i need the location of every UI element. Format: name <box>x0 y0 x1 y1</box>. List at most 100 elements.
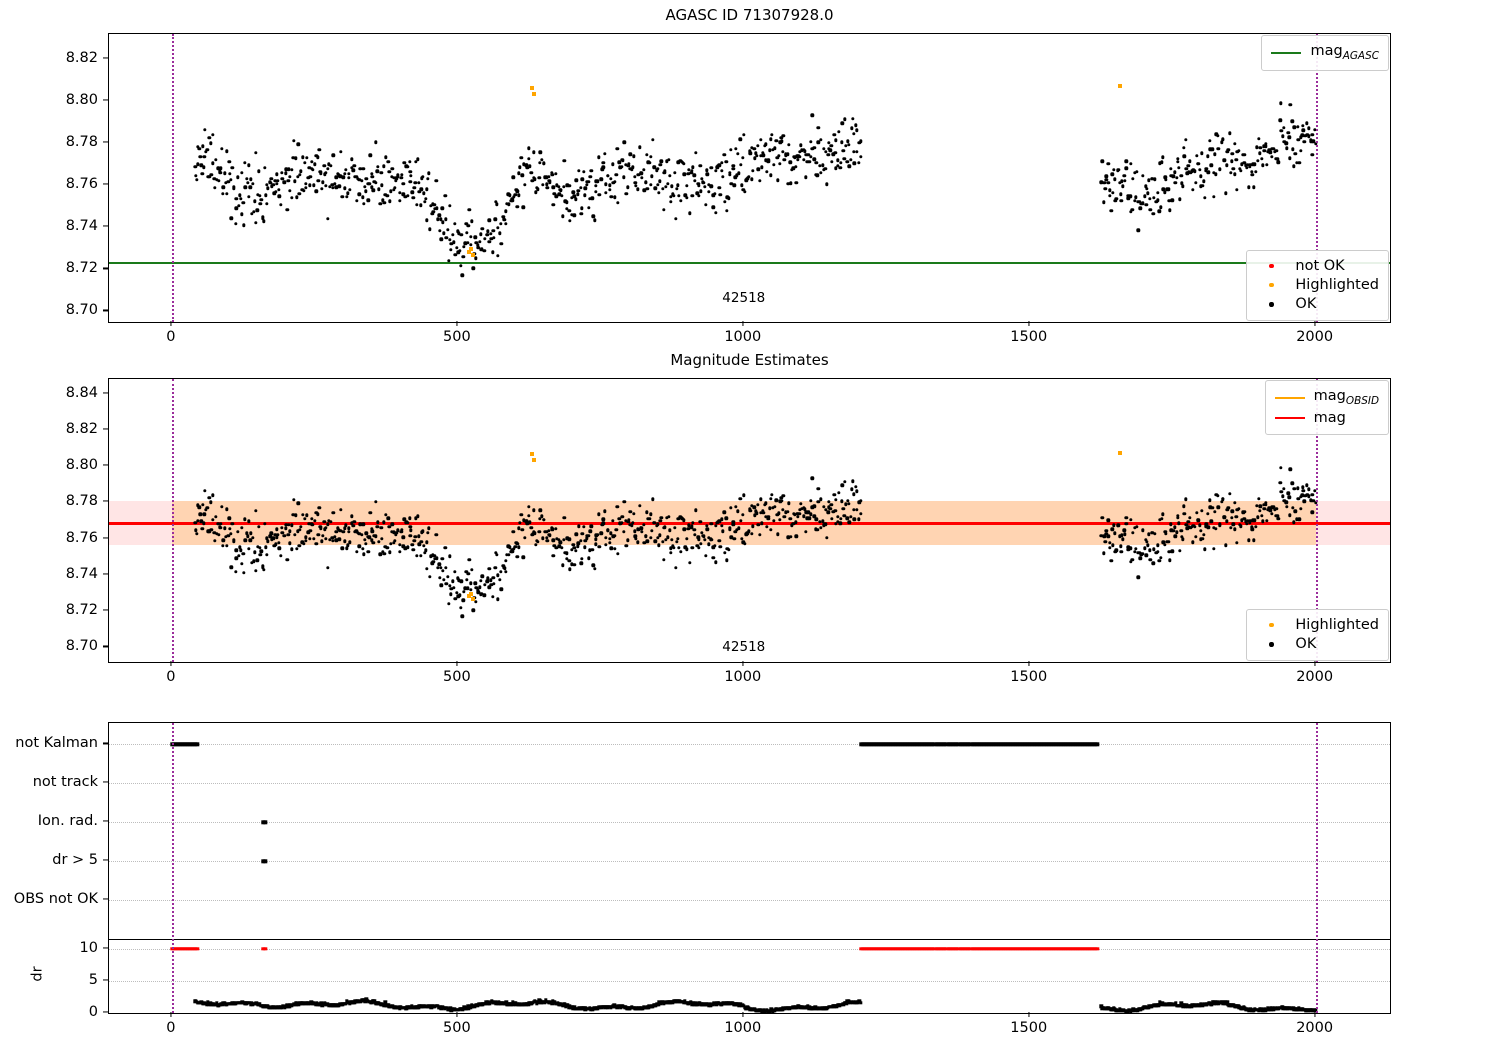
data-point-ok <box>1102 534 1106 539</box>
flag-marker <box>1041 742 1045 747</box>
dr-value-marker <box>806 1003 810 1008</box>
data-point-ok <box>341 530 346 534</box>
data-point-ok <box>1103 539 1108 544</box>
data-point-ok <box>1288 467 1293 472</box>
data-point-ok <box>1113 550 1118 554</box>
grid-line <box>109 1013 1390 1014</box>
data-point-ok <box>1169 522 1173 527</box>
data-point-ok <box>1299 507 1303 511</box>
data-point-ok <box>637 173 641 177</box>
data-point-ok <box>1230 151 1235 156</box>
data-point-ok <box>435 556 439 561</box>
data-point-ok <box>1211 195 1216 199</box>
flag-marker <box>1084 742 1088 747</box>
dr-not-ok-marker <box>922 946 927 951</box>
flag-marker <box>922 742 927 747</box>
legend-subscript: OBSID <box>1345 394 1379 407</box>
y-tick-label: 8.72 <box>65 602 98 619</box>
data-point-ok <box>264 536 269 540</box>
dr-not-ok-marker <box>869 946 873 951</box>
data-point-ok <box>740 183 744 188</box>
data-point-ok <box>756 503 760 507</box>
data-point-ok <box>764 525 769 529</box>
data-point-ok <box>699 542 703 546</box>
data-point-ok <box>804 529 808 534</box>
data-point-ok <box>388 199 392 204</box>
data-point-ok <box>659 159 663 164</box>
data-point-ok <box>256 544 260 549</box>
data-point-ok <box>769 497 773 501</box>
data-point-ok <box>229 216 233 221</box>
data-point-ok <box>322 164 326 168</box>
flag-marker <box>1034 742 1038 747</box>
data-point-ok <box>684 184 689 188</box>
data-point-ok <box>438 576 442 580</box>
data-point-ok <box>197 505 202 510</box>
data-point-ok <box>1281 487 1286 491</box>
dr-not-ok-marker <box>1015 946 1019 951</box>
data-point-ok <box>1194 181 1198 185</box>
data-point-ok <box>658 533 662 537</box>
data-point-ok <box>491 250 495 255</box>
data-point-ok <box>786 535 790 540</box>
flag-marker <box>965 742 970 747</box>
data-point-ok <box>692 173 697 177</box>
data-point-ok <box>587 556 591 560</box>
data-point-ok <box>711 556 715 560</box>
data-point-ok <box>605 528 610 533</box>
data-point-ok <box>386 159 391 164</box>
data-point-ok <box>1133 525 1137 530</box>
data-point-ok <box>199 519 203 524</box>
data-point-ok <box>697 194 701 198</box>
data-point-ok <box>1151 561 1156 566</box>
data-point-ok <box>290 523 294 528</box>
data-point-ok <box>1239 169 1243 173</box>
panel-agasc: AGASC ID 71307928.0 42518 8.70 8.72 8.74 8.… <box>66 6 1391 345</box>
dr-value-marker <box>1179 1001 1183 1005</box>
data-point-ok <box>1270 155 1274 159</box>
data-point-ok <box>802 149 807 153</box>
data-point-ok <box>369 527 374 531</box>
data-point-ok <box>357 192 362 197</box>
data-point-ok <box>1159 555 1163 560</box>
data-point-ok <box>214 515 218 519</box>
data-point-ok <box>1191 188 1195 192</box>
data-point-ok <box>750 177 754 182</box>
data-point-ok <box>704 524 709 528</box>
data-point-ok <box>1229 171 1233 175</box>
data-point-ok <box>729 535 734 540</box>
data-point-ok <box>1209 163 1214 168</box>
data-point-ok <box>642 523 646 527</box>
data-point-ok <box>345 546 349 551</box>
y-tick-mark <box>103 141 108 143</box>
data-point-ok <box>1241 153 1245 157</box>
data-point-ok <box>1200 537 1205 541</box>
data-point-ok <box>1177 521 1181 525</box>
flag-marker <box>963 742 968 747</box>
data-point-ok <box>346 543 350 548</box>
data-point-ok <box>857 517 861 522</box>
data-point-ok <box>207 529 212 534</box>
dr-value-marker <box>1267 1007 1272 1012</box>
data-point-ok <box>255 208 260 212</box>
data-point-ok <box>473 581 478 586</box>
data-point-ok <box>1250 525 1254 529</box>
data-point-ok <box>687 523 691 528</box>
flag-marker <box>987 742 992 747</box>
data-point-ok <box>346 191 350 195</box>
flag-marker <box>984 742 988 747</box>
data-point-ok <box>1290 481 1294 486</box>
data-point-highlighted <box>1118 451 1123 455</box>
data-point-ok <box>661 208 666 212</box>
data-point-ok <box>239 197 243 201</box>
data-point-ok <box>352 519 356 524</box>
data-point-ok <box>299 524 303 529</box>
data-point-ok <box>774 498 778 502</box>
data-point-ok <box>853 123 858 127</box>
data-point-ok <box>262 568 266 572</box>
data-point-ok <box>220 505 224 509</box>
data-point-ok <box>761 153 765 157</box>
dr-not-ok-marker <box>1039 946 1043 951</box>
data-point-ok <box>212 185 217 190</box>
data-point-ok <box>196 503 200 507</box>
